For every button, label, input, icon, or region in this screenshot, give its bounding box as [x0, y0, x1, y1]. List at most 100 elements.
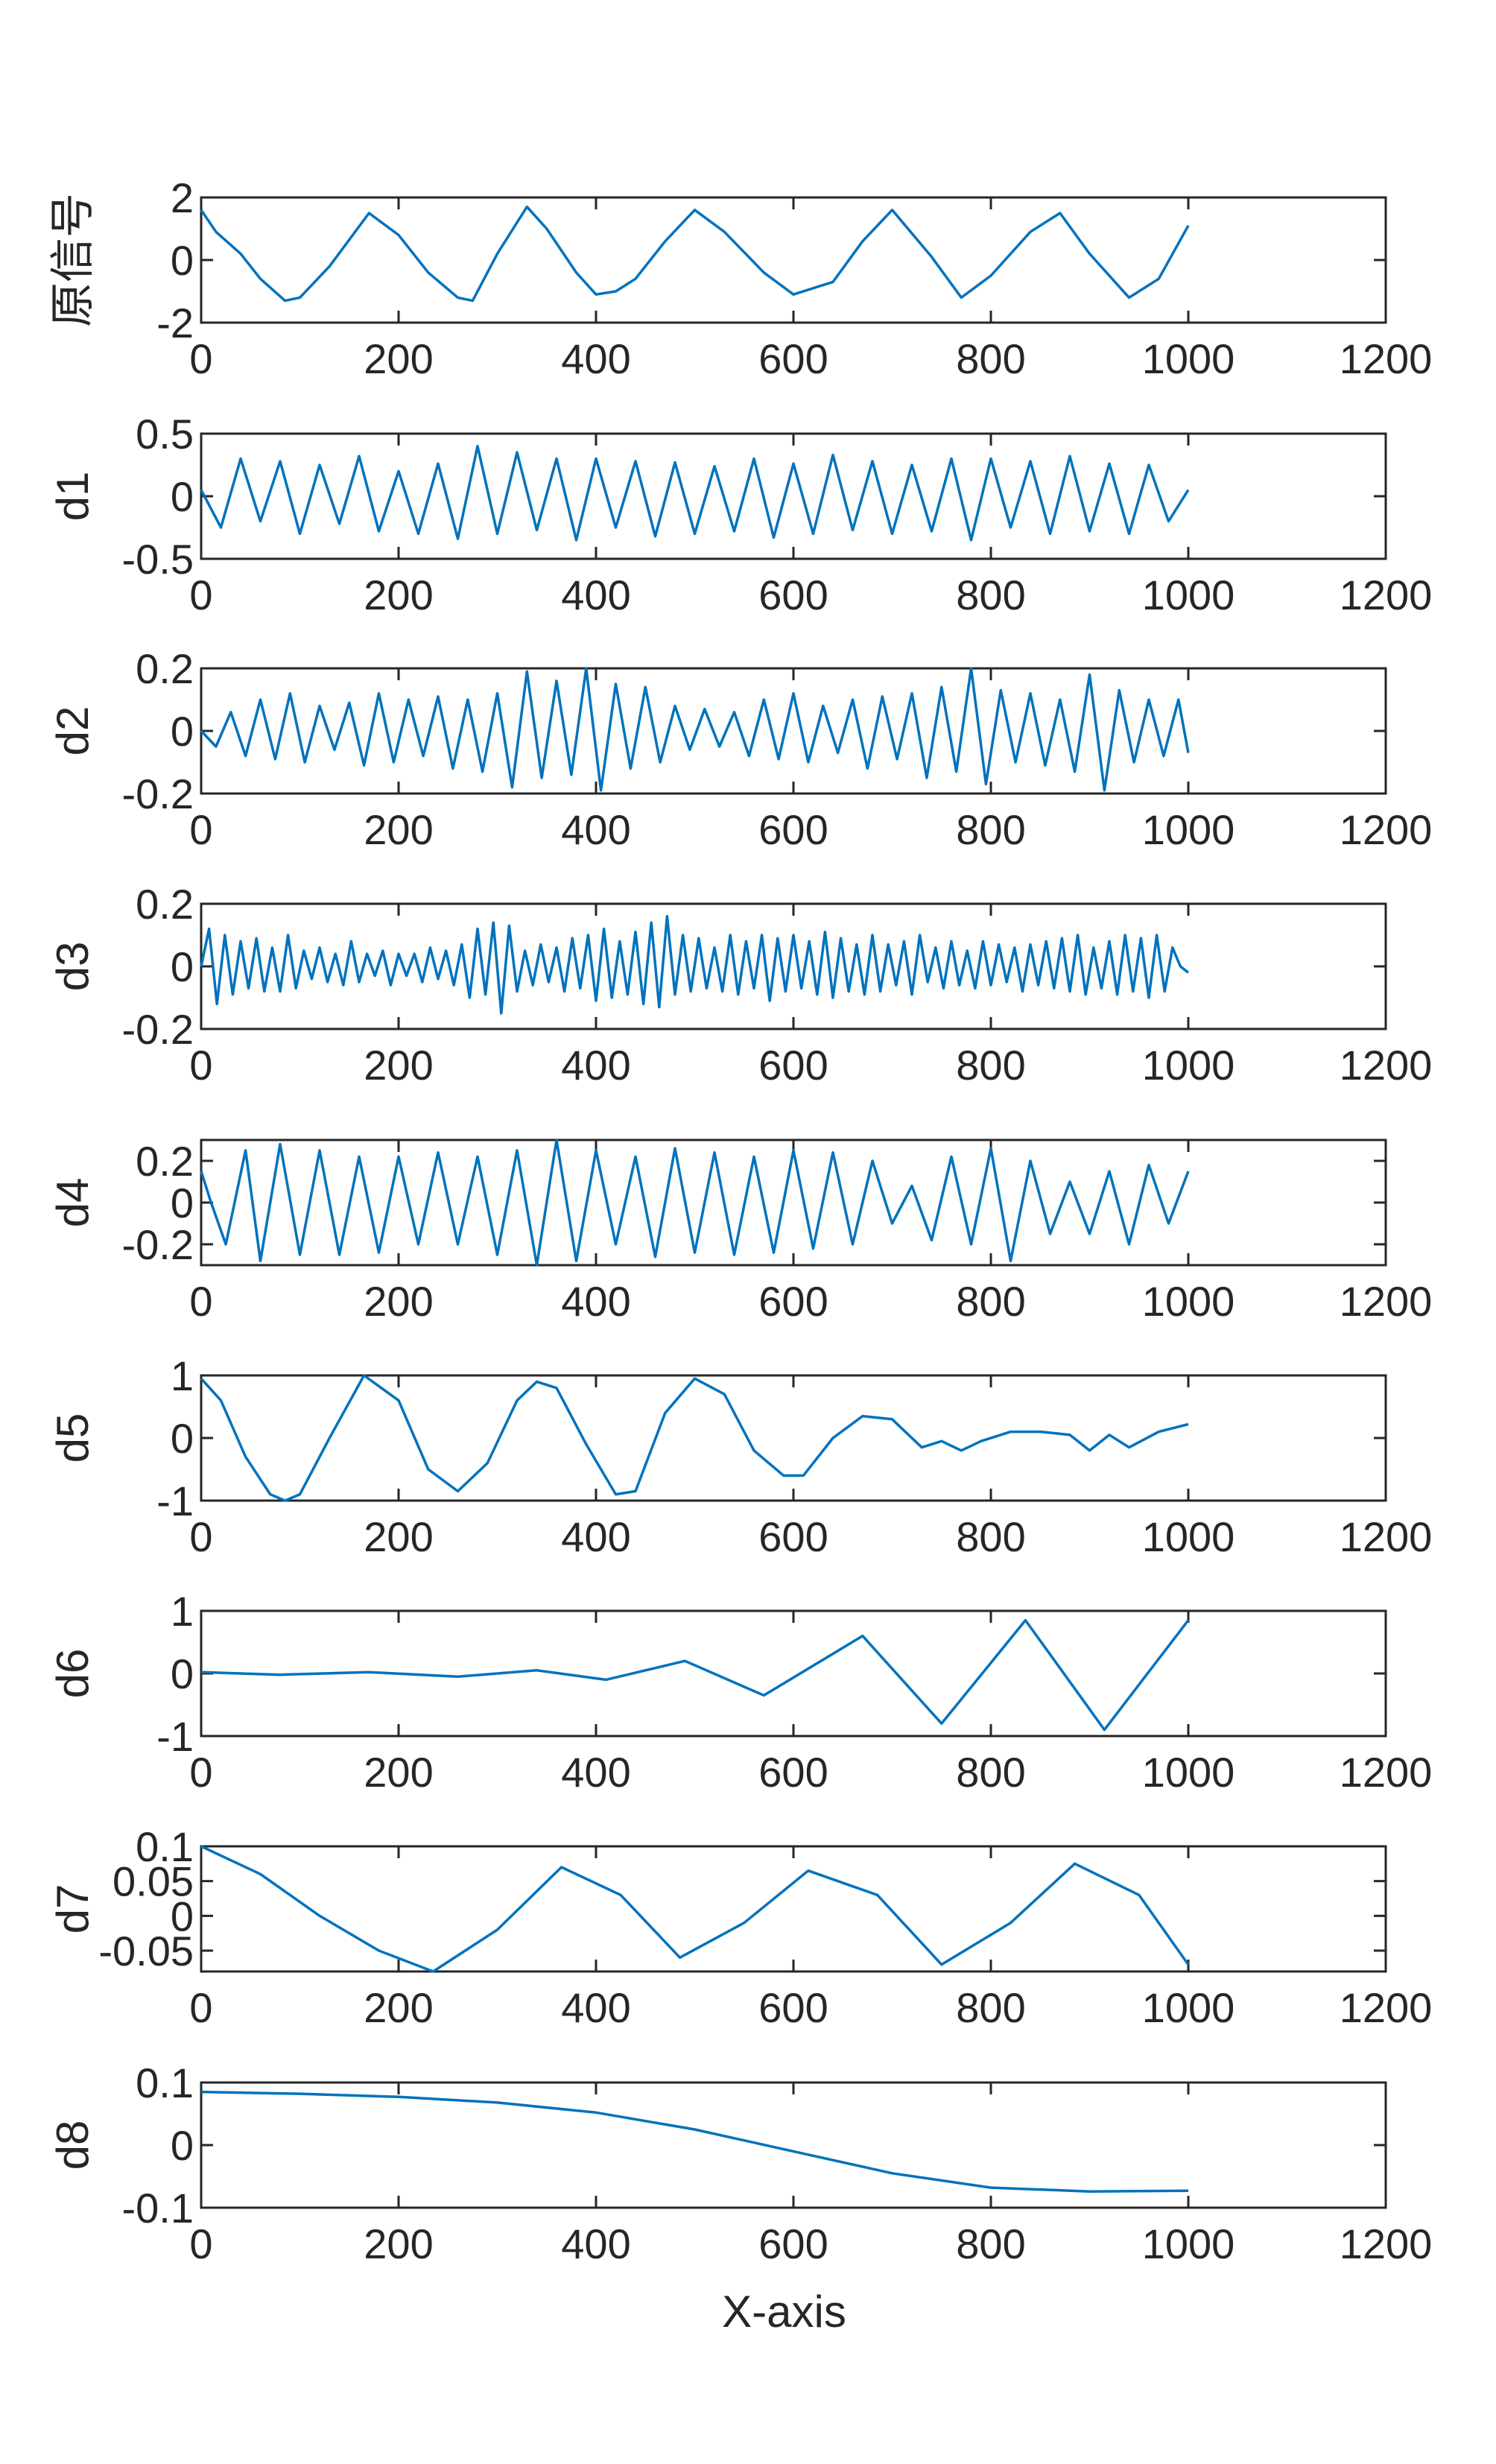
y-tick-label: 1: [171, 1352, 194, 1399]
series-line-d8: [200, 2090, 1189, 2193]
x-tick-label: 400: [561, 1513, 630, 1560]
x-tick-label: 1000: [1142, 1513, 1235, 1560]
axes-box: [200, 1845, 1387, 1973]
x-tick-label: 1000: [1142, 1749, 1235, 1796]
series-line-d2: [200, 667, 1190, 792]
axes-box: [200, 196, 1387, 324]
x-tick-label: 400: [561, 335, 630, 382]
series-line-原信号: [200, 205, 1190, 303]
x-tick-label: 1000: [1142, 2220, 1235, 2267]
x-tick-label: 200: [364, 571, 433, 618]
x-tick-label: 600: [758, 335, 828, 382]
y-axis-label: d8: [48, 2121, 98, 2170]
axes-box: [200, 667, 1387, 795]
y-tick-label: 0.2: [136, 881, 194, 928]
y-tick-label: 2: [171, 174, 194, 221]
x-tick-label: 1200: [1340, 1984, 1433, 2031]
y-tick-label: 0: [171, 237, 194, 284]
x-tick-label: 400: [561, 806, 630, 853]
y-axis-label: d4: [48, 1178, 98, 1228]
y-tick-label: 0: [171, 2122, 194, 2169]
x-tick-label: 1000: [1142, 1984, 1235, 2031]
x-tick-label: 600: [758, 1984, 828, 2031]
axes-box: [200, 2081, 1387, 2209]
x-tick-label: 1000: [1142, 1278, 1235, 1325]
x-tick-label: 400: [561, 1042, 630, 1089]
x-tick-label: 0: [189, 2220, 212, 2267]
x-tick-label: 800: [956, 335, 1025, 382]
y-tick-label: -0.5: [122, 536, 194, 583]
series-line-d4: [200, 1138, 1190, 1267]
y-tick-label: 0.1: [136, 1823, 194, 1870]
x-tick-label: 0: [189, 1984, 212, 2031]
subplot-d4: 0 200 400 600 800 1000 1200-0.200.2d4: [48, 1138, 1432, 1325]
x-tick-label: 800: [956, 1278, 1025, 1325]
x-tick-label: 600: [758, 571, 828, 618]
x-tick-label: 200: [364, 806, 433, 853]
y-tick-label: 1: [171, 1588, 194, 1635]
x-tick-label: 400: [561, 1278, 630, 1325]
x-tick-label: 200: [364, 1042, 433, 1089]
x-tick-label: 1200: [1340, 806, 1433, 853]
y-tick-label: -0.05: [98, 1928, 194, 1974]
x-tick-label: 1200: [1340, 2220, 1433, 2267]
y-tick-label: 0: [171, 1415, 194, 1462]
subplot-d2: 0 200 400 600 800 1000 1200-0.200.2d2: [48, 645, 1432, 853]
x-tick-label: 1200: [1340, 571, 1433, 618]
x-tick-label: 200: [364, 1278, 433, 1325]
x-tick-label: 600: [758, 2220, 828, 2267]
x-tick-label: 800: [956, 1513, 1025, 1560]
axes-box: [200, 1374, 1387, 1502]
x-tick-label: 800: [956, 571, 1025, 618]
x-tick-label: 0: [189, 1278, 212, 1325]
y-tick-label: 0.2: [136, 645, 194, 692]
series-line-d6: [200, 1618, 1190, 1732]
x-tick-label: 1000: [1142, 806, 1235, 853]
y-axis-label: d3: [48, 942, 98, 992]
x-axis-label: X-axis: [722, 2287, 846, 2337]
y-tick-label: 0: [171, 943, 194, 990]
x-tick-label: 1200: [1340, 1513, 1433, 1560]
series-line-d7: [200, 1845, 1190, 1973]
series-line-d5: [200, 1374, 1189, 1502]
x-tick-label: 1000: [1142, 335, 1235, 382]
x-tick-label: 800: [956, 1749, 1025, 1796]
y-tick-label: -1: [156, 1478, 194, 1524]
x-tick-label: 400: [561, 2220, 630, 2267]
y-tick-label: -0.1: [122, 2185, 194, 2232]
x-tick-label: 600: [758, 1513, 828, 1560]
x-tick-label: 800: [956, 1042, 1025, 1089]
x-tick-label: 600: [758, 1278, 828, 1325]
x-tick-label: 600: [758, 1749, 828, 1796]
y-tick-label: 0: [171, 473, 194, 520]
x-tick-label: 800: [956, 1984, 1025, 2031]
y-tick-label: 0: [171, 1893, 194, 1939]
x-tick-label: 400: [561, 571, 630, 618]
series-line-d3: [200, 915, 1190, 1015]
x-tick-label: 200: [364, 2220, 433, 2267]
y-tick-label: -0.2: [122, 1221, 194, 1268]
x-tick-label: 400: [561, 1984, 630, 2031]
x-tick-label: 1200: [1340, 1278, 1433, 1325]
series-line-d1: [200, 445, 1190, 542]
x-tick-label: 400: [561, 1749, 630, 1796]
x-tick-label: 600: [758, 806, 828, 853]
x-tick-label: 200: [364, 1984, 433, 2031]
x-tick-label: 800: [956, 806, 1025, 853]
y-tick-label: 0: [171, 1650, 194, 1697]
y-tick-label: 0: [171, 708, 194, 755]
y-axis-label: d1: [48, 472, 98, 522]
x-tick-label: 200: [364, 1749, 433, 1796]
y-tick-label: 0: [171, 1179, 194, 1226]
x-tick-label: 1200: [1340, 335, 1433, 382]
y-tick-label: -0.2: [122, 770, 194, 817]
x-tick-label: 800: [956, 2220, 1025, 2267]
y-tick-label: 0.05: [112, 1858, 194, 1905]
y-axis-label: d5: [48, 1413, 98, 1463]
y-tick-label: -2: [156, 300, 194, 346]
